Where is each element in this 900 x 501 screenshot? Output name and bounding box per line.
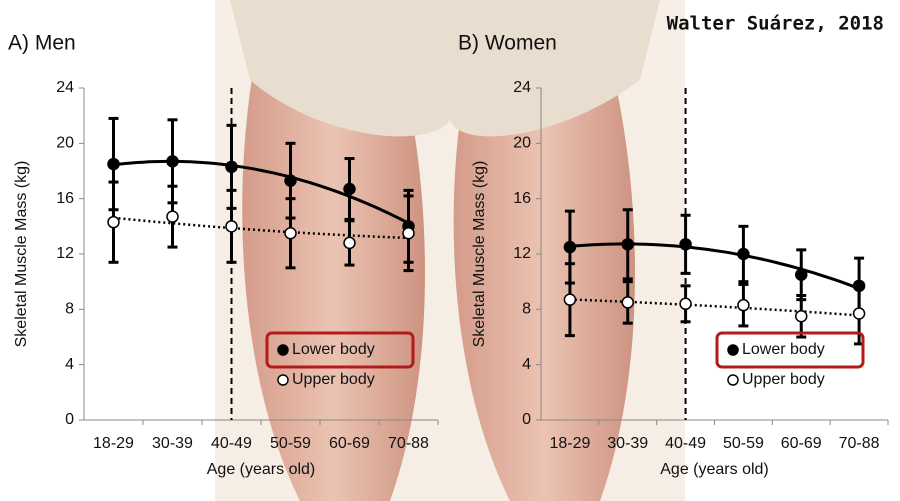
marker <box>621 238 634 251</box>
x-tick-label: 40-49 <box>665 435 706 452</box>
marker <box>225 220 238 233</box>
x-tick-label: 30-39 <box>607 435 648 452</box>
legend-highlight <box>265 331 415 369</box>
decoration <box>230 0 660 137</box>
y-axis-label: Skeletal Muscle Mass (kg) <box>471 161 488 348</box>
x-tick-label: 30-39 <box>152 435 193 452</box>
trendline <box>569 242 860 290</box>
marker <box>737 247 750 261</box>
legend-marker <box>727 374 739 386</box>
marker <box>107 215 120 229</box>
marker <box>343 236 356 250</box>
x-tick-label: 70-88 <box>839 435 880 452</box>
legend-label: Upper body <box>742 371 825 388</box>
y-tick-label: 4 <box>522 356 531 373</box>
y-tick-label: 12 <box>513 245 531 262</box>
marker <box>795 310 808 323</box>
y-tick-label: 12 <box>56 245 74 262</box>
marker <box>284 174 297 187</box>
marker <box>679 238 692 251</box>
x-axis-label: Age (years old) <box>660 461 769 478</box>
trendline <box>113 159 410 225</box>
attribution: Walter Suárez, 2018 <box>667 13 884 35</box>
x-tick-label: 18-29 <box>549 435 590 452</box>
x-axis-label: Age (years old) <box>207 461 316 478</box>
trendline <box>113 216 409 240</box>
marker <box>737 298 750 312</box>
y-tick-label: 0 <box>522 411 531 428</box>
marker <box>284 227 297 240</box>
panel-title: A) Men <box>8 32 76 55</box>
y-tick-label: 20 <box>56 135 74 152</box>
x-tick-label: 60-69 <box>329 435 370 452</box>
x-tick-label: 40-49 <box>211 435 252 452</box>
marker <box>107 157 120 171</box>
legend-label: Lower body <box>292 341 375 358</box>
marker <box>402 227 415 240</box>
x-tick-label: 60-69 <box>781 435 822 452</box>
y-tick-label: 8 <box>65 301 74 318</box>
y-axis-label: Skeletal Muscle Mass (kg) <box>13 161 30 348</box>
y-tick-label: 24 <box>56 79 74 96</box>
legend-marker <box>277 374 289 386</box>
marker <box>343 182 356 196</box>
marker <box>563 240 577 254</box>
trendline <box>569 298 860 317</box>
marker <box>852 279 866 293</box>
y-tick-label: 0 <box>65 411 74 428</box>
legend-label: Upper body <box>292 371 375 388</box>
y-tick-label: 16 <box>513 190 531 207</box>
decoration <box>242 60 425 501</box>
marker <box>225 160 238 174</box>
decoration <box>453 60 635 501</box>
panels: A) Men 0 4 8 12 16 20 24 18-29 30-39 40-49 50-59 60-… <box>8 32 889 478</box>
marker <box>679 297 692 311</box>
y-tick-label: 4 <box>65 356 74 373</box>
x-tick-label: 18-29 <box>93 435 134 452</box>
legend-marker <box>727 344 739 356</box>
marker <box>795 268 808 281</box>
legend-marker <box>277 344 289 356</box>
y-tick-label: 16 <box>56 190 74 207</box>
legend-label: Lower body <box>742 341 825 358</box>
y-tick-label: 8 <box>522 301 531 318</box>
marker <box>852 307 866 320</box>
x-tick-label: 50-59 <box>723 435 764 452</box>
x-tick-label: 50-59 <box>270 435 311 452</box>
legend-highlight <box>715 331 865 369</box>
marker <box>621 296 634 309</box>
panel-title: B) Women <box>458 32 557 55</box>
y-tick-label: 24 <box>513 79 531 96</box>
y-tick-label: 20 <box>513 135 531 152</box>
marker <box>166 210 179 223</box>
marker <box>563 293 577 306</box>
x-tick-label: 70-88 <box>388 435 429 452</box>
marker <box>166 155 179 168</box>
